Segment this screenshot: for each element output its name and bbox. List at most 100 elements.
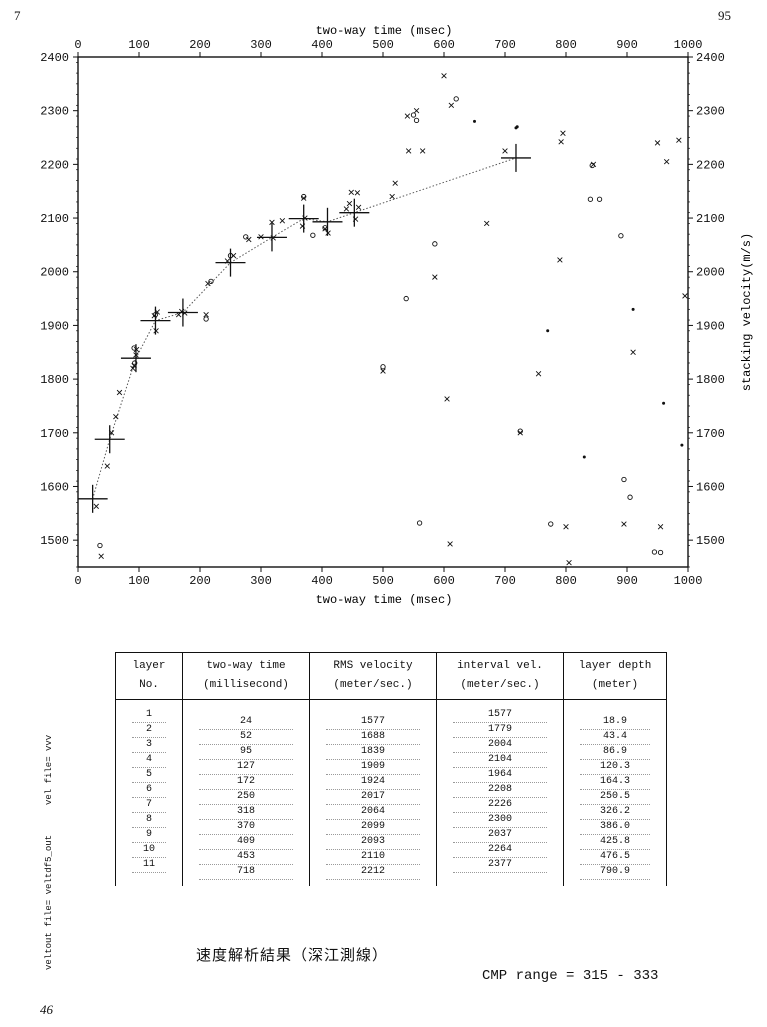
x-mark	[432, 274, 438, 280]
col-header-rms-velocity: RMS velocity (meter/sec.)	[309, 652, 437, 700]
table-cell: 476.5	[580, 850, 650, 865]
table-cell: 43.4	[580, 730, 650, 745]
circle-mark	[380, 364, 386, 370]
circle-mark	[587, 196, 594, 202]
x-mark	[104, 463, 110, 469]
x-mark	[419, 148, 426, 154]
x-tick-label-bottom: 900	[616, 574, 638, 588]
x-mark	[348, 189, 354, 196]
x-mark	[682, 293, 688, 299]
x-mark	[343, 206, 350, 212]
table-cell: 326.2	[580, 805, 650, 820]
pick-cross	[215, 248, 246, 277]
table-cell: 2017	[326, 790, 420, 805]
table-cell: 370	[199, 820, 293, 835]
y-tick-label-right: 2100	[696, 212, 725, 226]
x-mark	[380, 368, 386, 374]
table-cell: 1964	[453, 768, 547, 783]
x-mark	[630, 349, 636, 355]
circle-mark	[416, 520, 423, 526]
x-mark	[392, 180, 398, 186]
y-tick-label-left: 1900	[40, 319, 69, 333]
table-cell: 95	[199, 745, 293, 760]
col-layer-no: 1 2 3 4 5 6 7 8 9 10 11	[115, 699, 183, 886]
table-cell: 1909	[326, 760, 420, 775]
x-mark	[621, 521, 627, 527]
x-mark	[444, 396, 450, 402]
pick-cross	[256, 223, 287, 252]
x-mark	[405, 148, 412, 154]
y-tick-label-left: 1800	[40, 373, 69, 387]
x-tick-label-top: 700	[494, 38, 516, 52]
veltout-file-label: veltout file= veltdf5_out	[44, 834, 54, 970]
x-tick-label-top: 300	[250, 38, 272, 52]
table-cell: 120.3	[580, 760, 650, 775]
circle-mark	[432, 241, 438, 247]
x-mark	[389, 193, 395, 200]
x-mark	[98, 553, 104, 559]
pick-cross	[339, 198, 370, 227]
y-tick-label-right: 1500	[696, 534, 725, 548]
table-cell: 3	[132, 738, 166, 753]
y-tick-label-left: 2000	[40, 266, 69, 280]
circle-mark	[97, 542, 103, 549]
circle-mark	[621, 476, 627, 483]
x-mark	[517, 430, 523, 436]
vel-file-label: vel file= vvv	[44, 734, 54, 805]
table-cell: 2226	[453, 798, 547, 813]
cmp-range-label: CMP range = 315 - 333	[482, 968, 659, 984]
x-mark	[113, 413, 119, 420]
table-cell: 7	[132, 798, 166, 813]
x-mark	[557, 257, 563, 263]
circle-mark	[208, 278, 214, 285]
y-tick-label-left: 2100	[40, 212, 69, 226]
dot-mark	[514, 126, 518, 130]
x-tick-label-top: 100	[128, 38, 150, 52]
table-cell: 2004	[453, 738, 547, 753]
table-cell: 4	[132, 753, 166, 768]
pick-cross	[500, 143, 531, 172]
x-mark	[560, 130, 566, 136]
y-tick-label-right: 2000	[696, 266, 725, 280]
x-tick-label-bottom: 1000	[674, 574, 703, 588]
x-tick-label-bottom: 200	[189, 574, 211, 588]
y-tick-label-left: 2300	[40, 105, 69, 119]
circle-mark	[301, 193, 307, 200]
pick-cross	[94, 425, 125, 454]
x-mark	[447, 541, 453, 547]
table-cell: 127	[199, 760, 293, 775]
table-cell: 164.3	[580, 775, 650, 790]
table-cell: 2037	[453, 828, 547, 843]
col-header-layer-no: layer No.	[115, 652, 183, 700]
x-mark	[279, 218, 286, 224]
pick-cross	[167, 298, 198, 327]
x-tick-label-bottom: 100	[128, 574, 150, 588]
x-mark	[355, 204, 362, 211]
x-mark	[558, 139, 564, 145]
x-mark	[483, 220, 490, 227]
y-tick-label-left: 1500	[40, 534, 69, 548]
velocity-results-table: layer No. two-way time (millisecond) RMS v…	[115, 652, 667, 886]
x-mark	[354, 190, 361, 196]
circle-mark	[403, 295, 409, 302]
x-mark	[300, 195, 307, 201]
y-tick-label-right: 1800	[696, 373, 725, 387]
col-layer-depth: 18.9 43.4 86.9 120.3 164.3 250.5 326.2 386.0 425…	[563, 699, 667, 886]
col-header-layer-depth: layer depth (meter)	[563, 652, 667, 700]
x-mark	[205, 280, 211, 287]
table-cell: 2104	[453, 753, 547, 768]
table-cell: 2099	[326, 820, 420, 835]
table-cell: 1688	[326, 730, 420, 745]
dot-mark	[473, 119, 476, 123]
dot-mark	[582, 455, 586, 459]
pick-cross	[312, 207, 343, 236]
table-cell: 18.9	[580, 715, 650, 730]
table-cell: 10	[132, 843, 166, 858]
table-cell: 790.9	[580, 865, 650, 880]
x-tick-label-top: 1000	[674, 38, 703, 52]
y-axis-label: stacking velocity(m/s)	[740, 233, 754, 391]
x-mark	[566, 559, 572, 566]
circle-mark	[657, 549, 664, 556]
x-tick-label-top: 500	[372, 38, 394, 52]
x-tick-label-bottom: 400	[311, 574, 333, 588]
